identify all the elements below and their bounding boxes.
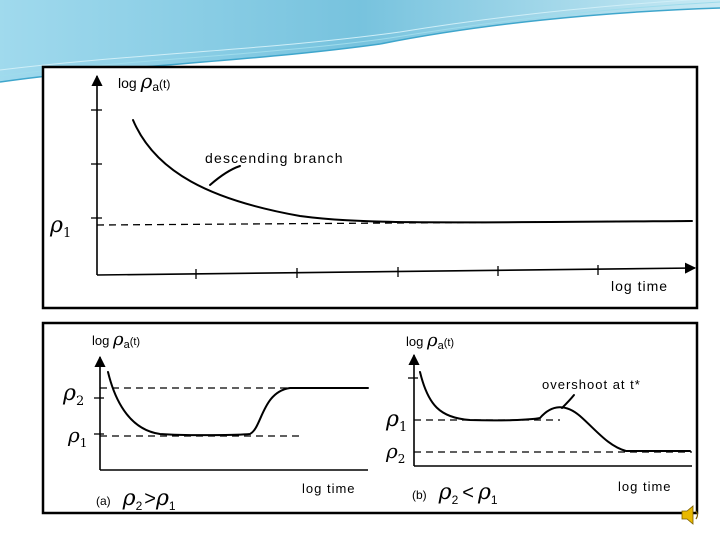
- panel-b-y-axis-label: log ρa(t): [406, 330, 454, 352]
- panel-b-rho1-label: ρ1: [385, 407, 407, 435]
- speaker-icon[interactable]: [681, 505, 699, 525]
- panel-b-caption: (b) ρ2 < ρ1: [412, 480, 498, 507]
- panel-b-curve: [419, 371, 691, 452]
- top-panel: log ρa(t) log time ρ1 descending branch: [41, 65, 699, 310]
- top-descending-branch-annotation: descending branch: [205, 150, 344, 166]
- panel-a: log ρa(t) log time ρ2 ρ1 (a) ρ2 >ρ1: [62, 329, 369, 513]
- panel-a-y-axis-label: log ρa(t): [92, 329, 140, 351]
- top-x-ticks: [195, 265, 599, 279]
- panel-b-annotation-leader: [561, 394, 575, 409]
- top-x-axis: [96, 262, 697, 276]
- top-y-axis-label: log ρa(t): [118, 69, 170, 94]
- top-annotation-leader: [209, 165, 241, 186]
- bottom-panel-frame: [41, 321, 699, 515]
- top-rho1-label: ρ1: [49, 213, 71, 241]
- panel-a-x-axis-label: log time: [302, 481, 356, 496]
- top-descending-curve: [132, 119, 693, 224]
- panel-a-caption: (a) ρ2 >ρ1: [96, 486, 176, 513]
- panel-a-rho2-label: ρ2: [62, 381, 84, 409]
- top-x-axis-label: log time: [611, 278, 668, 294]
- panel-a-curve: [107, 371, 369, 437]
- top-panel-frame: [41, 65, 699, 310]
- panel-a-rho1-label: ρ1: [67, 423, 87, 450]
- panel-b: log ρa(t) log time ρ1 ρ2 overshoot at t*…: [385, 330, 692, 507]
- panel-b-rho2-label: ρ2: [385, 439, 405, 466]
- top-y-ticks: [91, 109, 102, 219]
- panel-b-overshoot-annotation: overshoot at t*: [542, 377, 641, 392]
- panel-b-x-axis-label: log time: [618, 479, 672, 494]
